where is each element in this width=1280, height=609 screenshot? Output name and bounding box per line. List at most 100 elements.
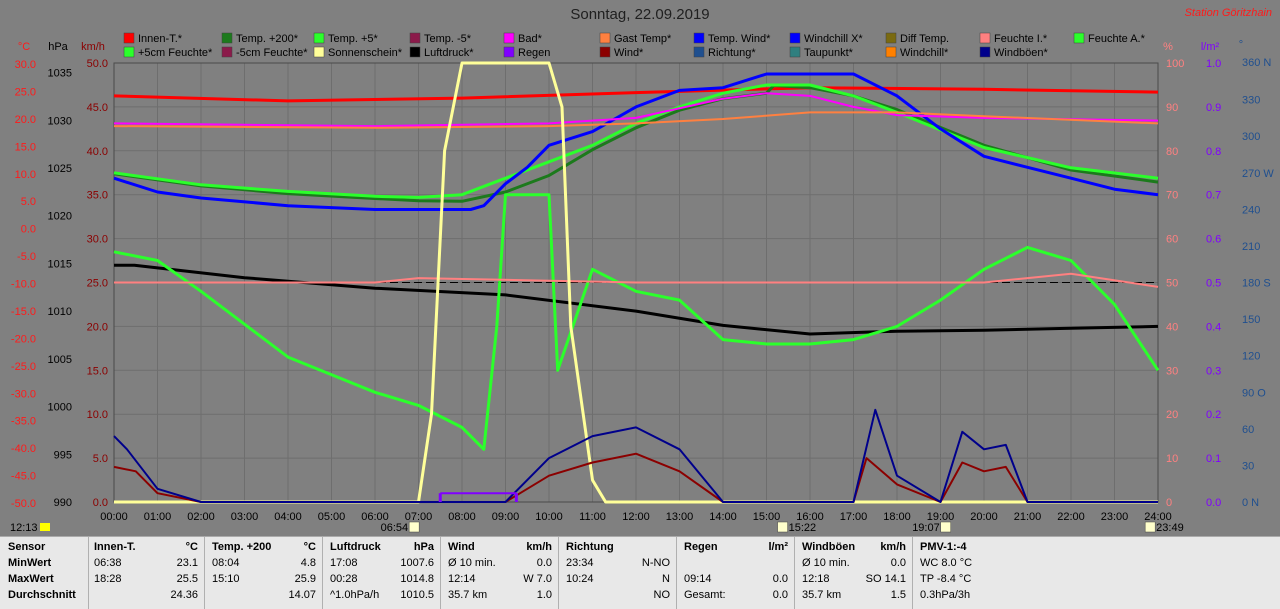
tick-lm2: 0.3 <box>1206 365 1221 377</box>
legend-label: Temp. +5* <box>328 33 379 45</box>
tick-celsius: 25.0 <box>15 86 36 98</box>
tick-degree: 0 N <box>1242 497 1259 509</box>
stats-luft-title: Luftdruck <box>330 541 381 553</box>
marker-time: 23:49 <box>1156 522 1184 534</box>
tick-hour: 18:00 <box>883 511 911 523</box>
stats-pmv-title: PMV-1:-4 <box>920 541 967 553</box>
moonset-icon <box>40 523 50 531</box>
tick-hour: 19:00 <box>927 511 955 523</box>
tick-lm2: 0.0 <box>1206 497 1221 509</box>
tick-celsius: -15.0 <box>11 306 36 318</box>
tick-kmh: 15.0 <box>87 365 108 377</box>
tick-hpa: 1030 <box>48 115 72 127</box>
tick-percent: 80 <box>1166 146 1178 158</box>
legend-swatch <box>1073 32 1085 44</box>
stats-wind-distance: 35.7 km <box>448 589 488 601</box>
stats-regen-total-label: Gesamt: <box>684 589 726 601</box>
tick-celsius: -50.0 <box>11 498 36 510</box>
stats-innen-title: Innen-T. <box>94 541 136 553</box>
tick-hpa: 1025 <box>48 163 72 175</box>
stats-innen-column: Innen-T. °C 06:38 23.1 18:28 25.5 24.36 <box>94 541 198 605</box>
stats-richtung-max-time: 10:24 <box>566 573 594 585</box>
tick-hour: 13:00 <box>666 511 694 523</box>
tick-hpa: 1000 <box>48 402 72 414</box>
legend-label: Windchill* <box>900 47 949 59</box>
x-axis: 00:00 01:00 02:00 03:00 04:00 05:00 06:00 07:00… <box>100 511 1172 523</box>
tick-hour: 15:00 <box>753 511 781 523</box>
stats-wind-avg: 1.0 <box>536 589 552 601</box>
marker-time: 19:07 <box>912 522 940 534</box>
tick-hour: 22:00 <box>1057 511 1085 523</box>
tick-hpa: 1035 <box>48 68 72 80</box>
marker-time: 15:22 <box>789 522 817 534</box>
tick-percent: 20 <box>1166 409 1178 421</box>
tick-kmh: 35.0 <box>87 190 108 202</box>
stats-wind-avg10-label: Ø 10 min. <box>448 557 496 569</box>
tick-percent: 30 <box>1166 365 1178 377</box>
stats-wind-max: W 7.0 <box>523 573 552 585</box>
tick-degree: 60 <box>1242 424 1254 436</box>
legend-swatch <box>313 32 325 44</box>
legend-swatch <box>221 32 233 44</box>
stats-innen-min: 23.1 <box>176 557 198 569</box>
legend-label: +5cm Feuchte* <box>138 47 213 59</box>
tick-degree: 30 <box>1242 460 1254 472</box>
tick-hour: 05:00 <box>318 511 346 523</box>
tick-celsius: 15.0 <box>15 141 36 153</box>
stats-pmv-trend: 0.3hPa/3h <box>920 589 971 601</box>
tick-lm2: 0.5 <box>1206 278 1221 290</box>
stats-regen-max: 0.0 <box>772 573 788 585</box>
series-bad- <box>113 92 1159 128</box>
stats-luft-min: 1007.6 <box>400 557 434 569</box>
stats-regen-column: Regen l/m² 09:14 0.0 Gesamt: 0.0 <box>684 541 788 605</box>
legend-swatch <box>503 46 515 58</box>
legend-swatch <box>503 32 515 44</box>
tick-hour: 02:00 <box>187 511 215 523</box>
legend-swatch <box>221 46 233 58</box>
stats-innen-avg: 24.36 <box>170 589 198 601</box>
tick-hour: 17:00 <box>840 511 868 523</box>
marker-moonset-time: 12:13 <box>10 522 38 534</box>
tick-hpa: 990 <box>54 497 72 509</box>
tick-kmh: 20.0 <box>87 321 108 333</box>
tick-hour: 20:00 <box>970 511 998 523</box>
legend-label: Taupunkt* <box>804 47 854 59</box>
tick-hour: 11:00 <box>579 511 606 523</box>
tick-hour: 14:00 <box>709 511 737 523</box>
tick-hour: 21:00 <box>1014 511 1042 523</box>
stats-boen-unit: km/h <box>880 541 906 553</box>
tick-hour: 07:00 <box>405 511 433 523</box>
stats-regen-total: 0.0 <box>772 589 788 601</box>
tick-hour: 08:00 <box>448 511 476 523</box>
stats-boen-distance: 35.7 km <box>802 589 842 601</box>
stats-sensor-column: Sensor MinWert MaxWert Durchschnitt <box>8 541 80 605</box>
stats-row-max: MaxWert <box>8 573 54 585</box>
tick-hpa: 1015 <box>48 258 72 270</box>
axis-unit-kmh: km/h <box>81 41 105 53</box>
axis-unit-percent: % <box>1163 41 1173 53</box>
tick-lm2: 0.2 <box>1206 409 1221 421</box>
tick-kmh: 45.0 <box>87 102 108 114</box>
tick-degree: 300 <box>1242 131 1260 143</box>
stats-temp200-max-time: 15:10 <box>212 573 240 585</box>
tick-hour: 03:00 <box>231 511 259 523</box>
station-name: Station Göritzhain <box>1184 7 1272 19</box>
legend-swatch <box>885 46 897 58</box>
tick-degree: 240 <box>1242 204 1260 216</box>
tick-percent: 90 <box>1166 102 1178 114</box>
stats-luft-max: 1014.8 <box>400 573 434 585</box>
legend-swatch <box>409 32 421 44</box>
legend-label: Windchill X* <box>804 33 863 45</box>
stats-pmv-column: PMV-1:-4 WC 8.0 °C TP -8.4 °C 0.3hPa/3h <box>920 541 1030 605</box>
tick-degree: 120 <box>1242 351 1260 363</box>
tick-celsius: 30.0 <box>15 59 36 71</box>
tick-hpa: 1020 <box>48 211 72 223</box>
series-windb-en- <box>113 408 1158 503</box>
series-innen-t- <box>113 86 1159 103</box>
tick-celsius: 5.0 <box>21 196 36 208</box>
tick-degree: 90 O <box>1242 387 1266 399</box>
stats-wind-max-time: 12:14 <box>448 573 476 585</box>
legend-swatch <box>979 46 991 58</box>
legend-swatch <box>409 46 421 58</box>
tick-kmh: 50.0 <box>87 58 108 70</box>
